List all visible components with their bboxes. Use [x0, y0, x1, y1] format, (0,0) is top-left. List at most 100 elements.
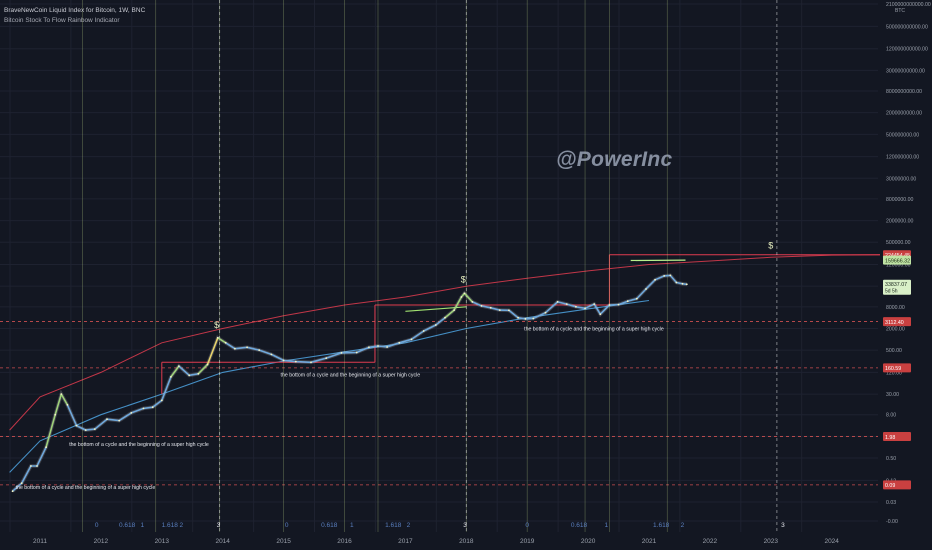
- y-tick-label: 0.50: [886, 456, 896, 462]
- price-point: [654, 278, 656, 281]
- price-segment: [654, 275, 666, 281]
- x-axis[interactable]: 2011 2012 2013 2014 2015 2016 2017 2018 2019 2020…: [0, 532, 932, 550]
- price-segment: [170, 365, 180, 378]
- price-segment: [355, 346, 370, 354]
- x-tick-label: 2017: [398, 538, 413, 545]
- price-segment: [532, 311, 547, 320]
- y-axis[interactable]: 2100000000000.00 500000000000.00 120000000…: [880, 0, 932, 550]
- x-tick-label: 2014: [215, 538, 230, 545]
- price-point: [340, 352, 343, 354]
- price-segment: [434, 316, 446, 326]
- level-price-label: 0.09: [885, 483, 895, 489]
- level-price-tag: [883, 480, 911, 490]
- x-tick-label: 2021: [642, 538, 657, 545]
- price-point: [685, 283, 688, 286]
- price-point: [584, 307, 586, 310]
- x-tick-label: 2020: [581, 538, 596, 545]
- price-point: [11, 490, 14, 493]
- y-tick-label: 2000000.00: [886, 219, 914, 225]
- level-price-label: 1.98: [885, 435, 895, 441]
- level-price-tag: [883, 317, 911, 327]
- price-labels-layer: 224454.45159666.323112.40160.591.980.093…: [883, 250, 911, 490]
- price-point: [675, 281, 678, 284]
- price-point: [36, 465, 38, 467]
- price-segment: [106, 418, 120, 422]
- price-point: [453, 309, 455, 311]
- price-point: [60, 393, 63, 395]
- price-point: [178, 365, 180, 367]
- price-point: [246, 346, 249, 349]
- y-tick-label: 30000000.00: [886, 176, 916, 182]
- cycle-annotation: the bottom of a cycle and the beginning …: [69, 442, 209, 448]
- fib-level-label: 3: [463, 522, 467, 529]
- price-point: [197, 372, 200, 375]
- price-point: [234, 347, 236, 350]
- cycle-annotation: the bottom of a cycle and the beginning …: [281, 372, 421, 378]
- cycle-annotation: the bottom of a cycle and the beginning …: [16, 485, 156, 491]
- x-tick-label: 2012: [94, 538, 109, 545]
- price-segment: [325, 352, 343, 359]
- x-tick-label: 2019: [520, 538, 535, 545]
- price-segment: [669, 274, 678, 284]
- price-segment: [178, 365, 190, 377]
- price-segment: [463, 292, 474, 303]
- price-point: [30, 465, 32, 467]
- fib-level-label: 1.618: [385, 522, 402, 529]
- price-segment: [270, 353, 285, 362]
- price-point: [463, 292, 466, 295]
- price-segment: [310, 357, 328, 364]
- annotations-layer: the bottom of a cycle and the beginning …: [16, 241, 786, 529]
- price-segment: [368, 345, 379, 349]
- price-point: [377, 345, 379, 347]
- cycle-top-marker: $: [768, 241, 773, 251]
- bands-layer: [9, 254, 887, 473]
- price-point: [75, 424, 78, 427]
- price-point: [282, 359, 285, 362]
- y-tick-label: 120.00: [886, 370, 902, 376]
- fib-level-label: 2: [407, 522, 411, 529]
- price-point: [130, 412, 133, 414]
- current-price-countdown: 5d 5h: [885, 289, 898, 295]
- price-segment: [66, 404, 78, 427]
- price-segment: [422, 324, 437, 332]
- price-point: [45, 446, 47, 449]
- price-point: [669, 274, 672, 277]
- x-tick-label: 2023: [764, 538, 779, 545]
- y-tick-label: 8000000.00: [886, 197, 914, 203]
- price-segment: [575, 305, 586, 310]
- price-point: [325, 357, 328, 359]
- fib-level-label: 0.618: [119, 522, 136, 529]
- levels-layer: [0, 254, 887, 486]
- price-segment: [151, 399, 163, 409]
- price-segment: [217, 336, 227, 344]
- price-segment: [635, 288, 647, 300]
- price-segment: [663, 274, 672, 277]
- price-segment: [246, 346, 261, 351]
- price-segment: [599, 304, 611, 316]
- price-segment: [471, 301, 483, 307]
- price-segment: [645, 278, 656, 290]
- cycle-top-marker: $: [214, 320, 219, 330]
- price-point: [142, 407, 145, 410]
- price-segment: [398, 338, 413, 344]
- upper-band-line: [9, 254, 887, 431]
- price-point: [524, 318, 527, 320]
- y-tick-label: -0.00: [886, 519, 898, 525]
- x-tick-label: 2015: [276, 538, 291, 545]
- price-point: [118, 419, 121, 422]
- chart-title[interactable]: BraveNewCoin Liquid Index for Bitcoin, 1…: [4, 7, 146, 14]
- price-segment: [617, 300, 629, 306]
- cycle-top-marker: $: [461, 274, 466, 284]
- price-segment: [453, 296, 463, 311]
- price-point: [645, 288, 647, 290]
- y-tick-label: 120000.00: [886, 263, 911, 269]
- price-point: [508, 309, 510, 312]
- y-tick-label: 500.00: [886, 348, 902, 354]
- price-segment: [556, 301, 568, 305]
- y-tick-label: 0.03: [886, 500, 896, 506]
- price-point: [532, 317, 535, 320]
- indicator-title[interactable]: Bitcoin Stock To Flow Rainbow Indicator: [4, 17, 120, 24]
- price-segment: [224, 341, 236, 350]
- price-point: [106, 418, 108, 421]
